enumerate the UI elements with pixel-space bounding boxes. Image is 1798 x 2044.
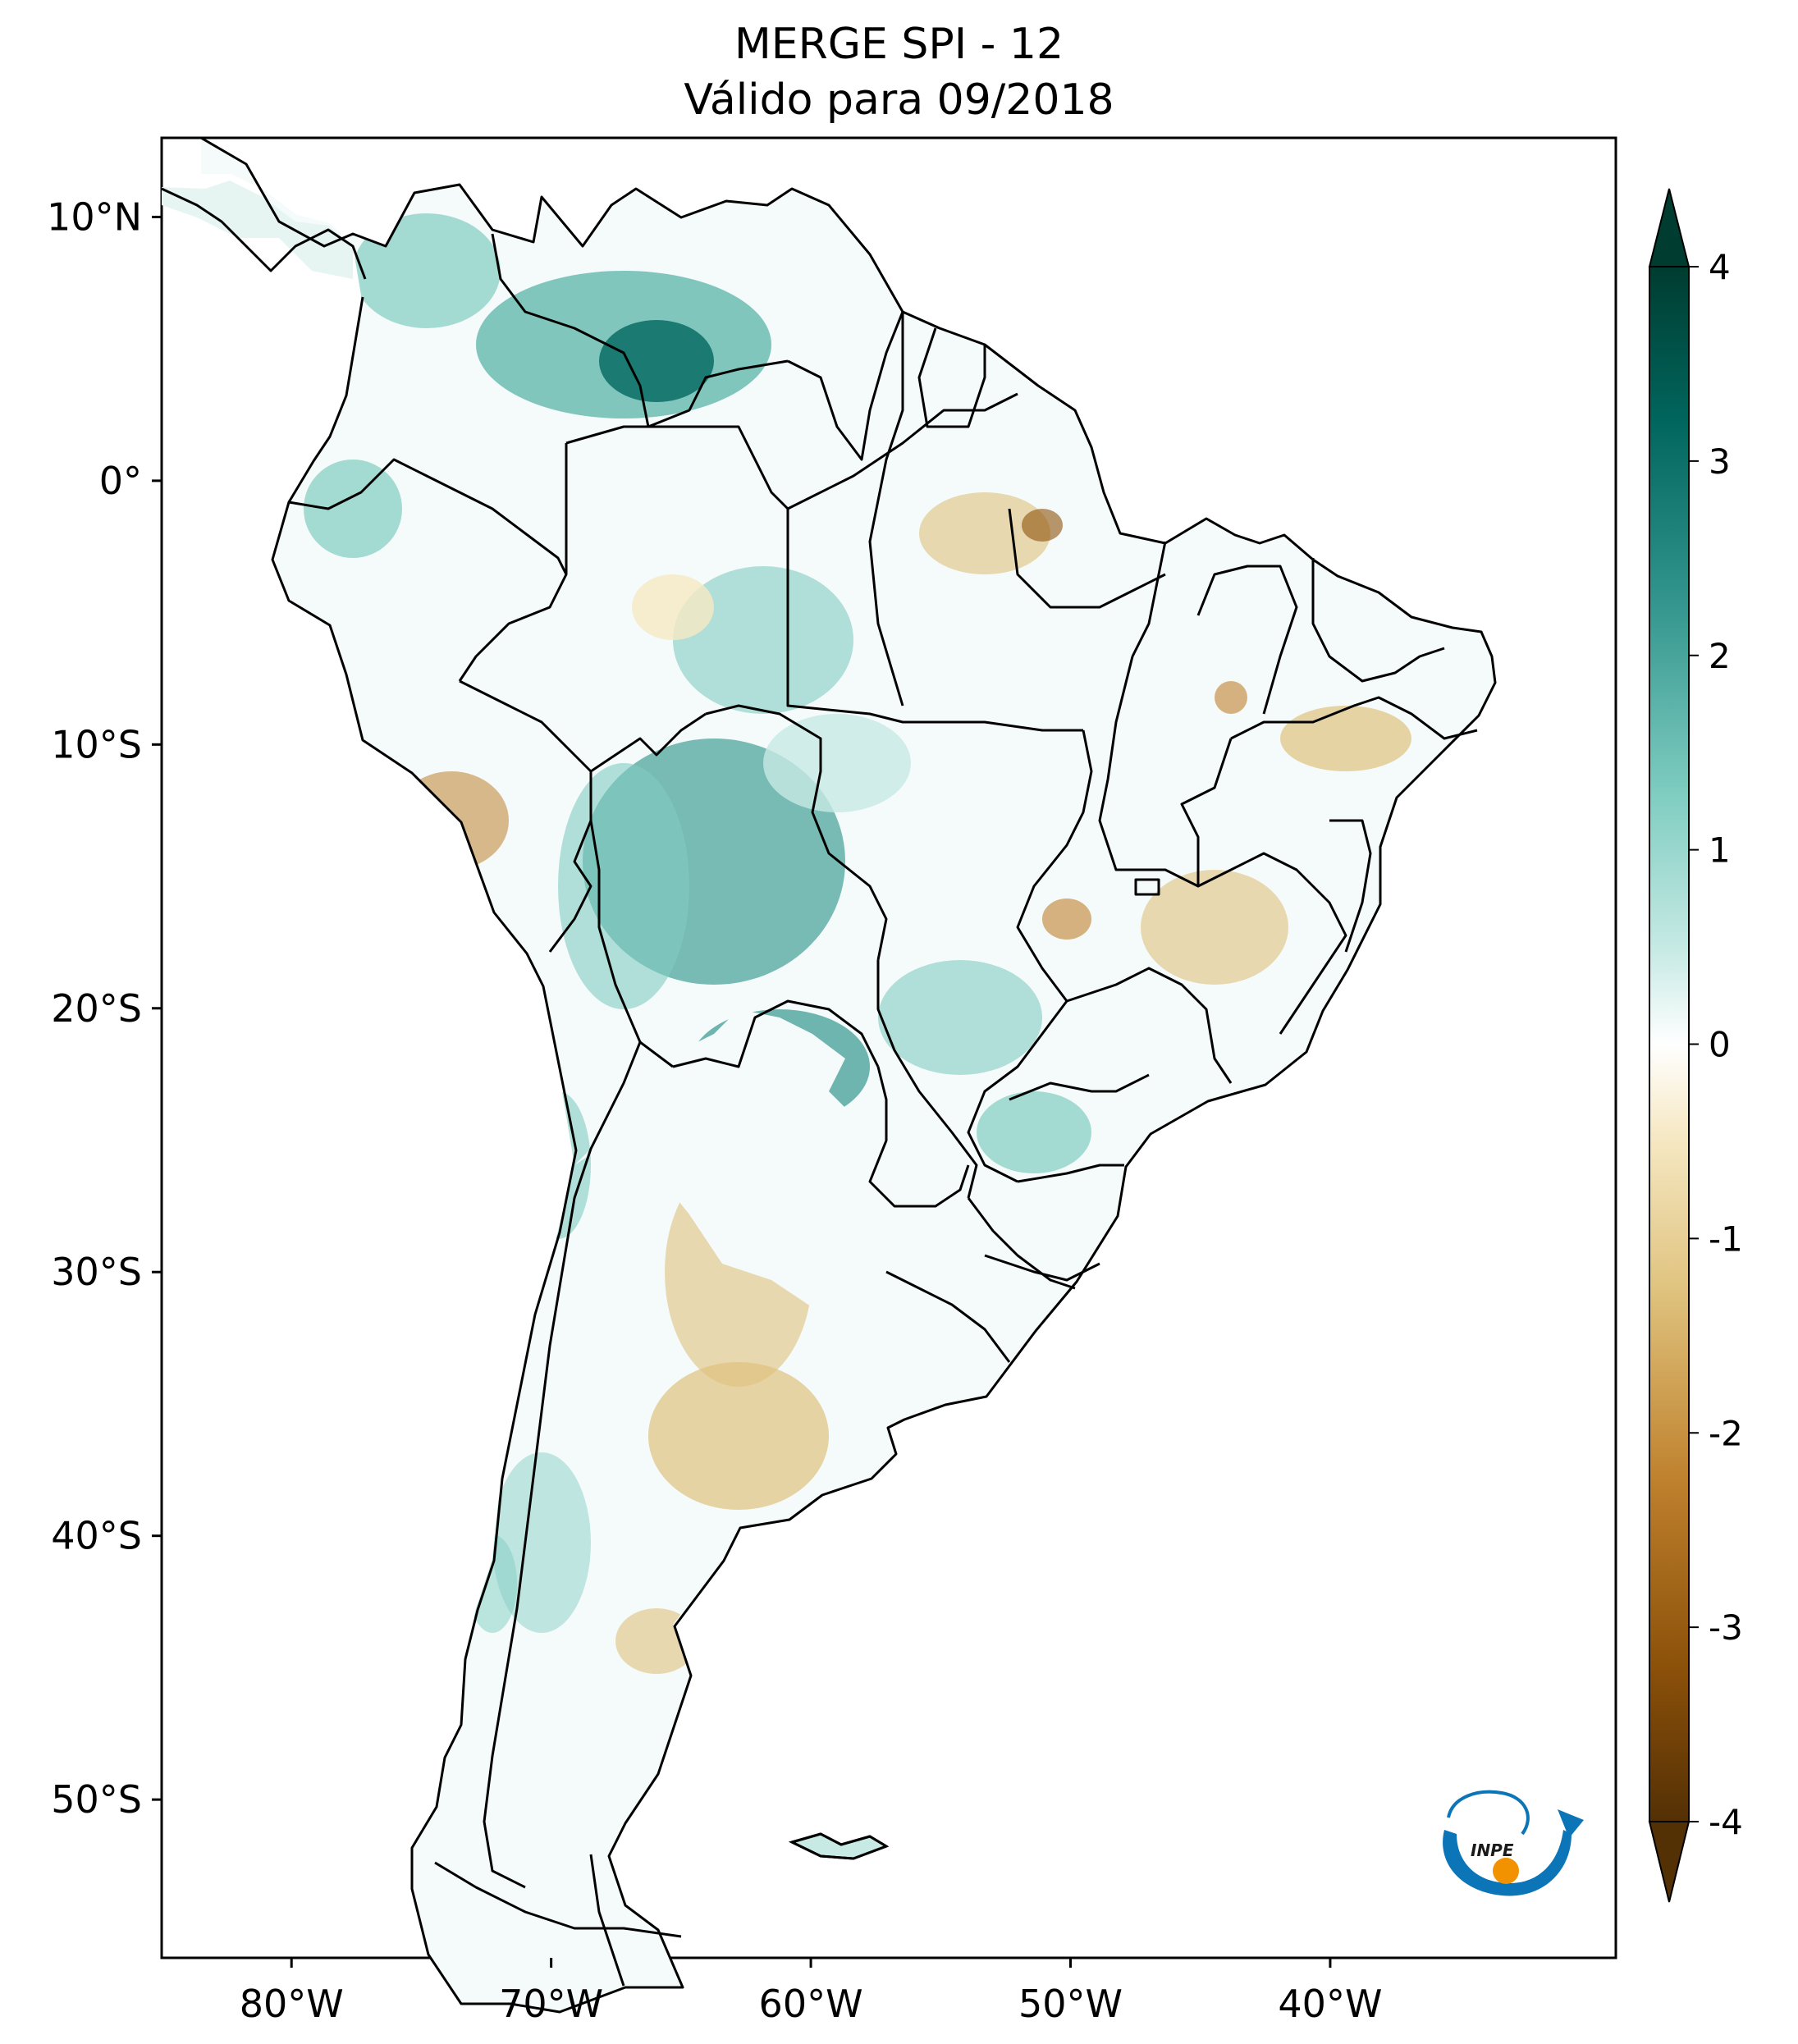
inpe-logo: INPE bbox=[1443, 1790, 1584, 1896]
y-tick-label: 0° bbox=[99, 459, 142, 503]
colorbar-tick-label: -4 bbox=[1709, 1802, 1743, 1842]
x-tick-label: 60°W bbox=[759, 1982, 863, 2026]
map-title: MERGE SPI - 12 bbox=[734, 20, 1064, 69]
colorbar-tick-label: -1 bbox=[1709, 1219, 1743, 1259]
country-borders bbox=[161, 136, 1497, 2014]
colorbar-gradient bbox=[1649, 266, 1690, 1822]
colorbar-tick-label: 2 bbox=[1709, 636, 1731, 676]
colorbar-extend-top bbox=[1648, 188, 1690, 268]
x-tick-label: 70°W bbox=[499, 1982, 603, 2026]
x-axis-ticks: 80°W 70°W 60°W 50°W 40°W bbox=[240, 1958, 1382, 2026]
y-tick-label: 20°S bbox=[51, 986, 142, 1031]
colorbar-tick-label: 1 bbox=[1709, 830, 1731, 871]
colorbar-tick-label: -2 bbox=[1709, 1413, 1743, 1453]
x-tick-label: 50°W bbox=[1018, 1982, 1123, 2026]
colorbar-tick-label: -3 bbox=[1709, 1607, 1743, 1648]
colorbar-tick-label: 3 bbox=[1709, 441, 1731, 482]
y-tick-label: 10°N bbox=[47, 194, 142, 239]
colorbar-extend-bottom bbox=[1648, 1821, 1690, 1903]
x-tick-label: 40°W bbox=[1278, 1982, 1382, 2026]
colorbar-tick-label: 0 bbox=[1709, 1025, 1731, 1065]
y-tick-label: 30°S bbox=[51, 1250, 142, 1294]
y-axis-ticks: 10°N 0° 10°S 20°S 30°S 40°S 50°S bbox=[47, 194, 162, 1822]
y-tick-label: 40°S bbox=[51, 1514, 142, 1558]
y-tick-label: 50°S bbox=[51, 1777, 142, 1822]
map-subtitle: Válido para 09/2018 bbox=[684, 75, 1114, 125]
colorbar-ticks: 4 3 2 1 0 -1 -2 -3 -4 bbox=[1689, 247, 1743, 1842]
colorbar: 4 3 2 1 0 -1 -2 -3 -4 bbox=[1648, 188, 1743, 1903]
x-tick-label: 80°W bbox=[240, 1982, 344, 2026]
colorbar-tick-label: 4 bbox=[1709, 247, 1731, 287]
inpe-logo-text: INPE bbox=[1471, 1841, 1514, 1860]
y-tick-label: 10°S bbox=[51, 722, 142, 766]
